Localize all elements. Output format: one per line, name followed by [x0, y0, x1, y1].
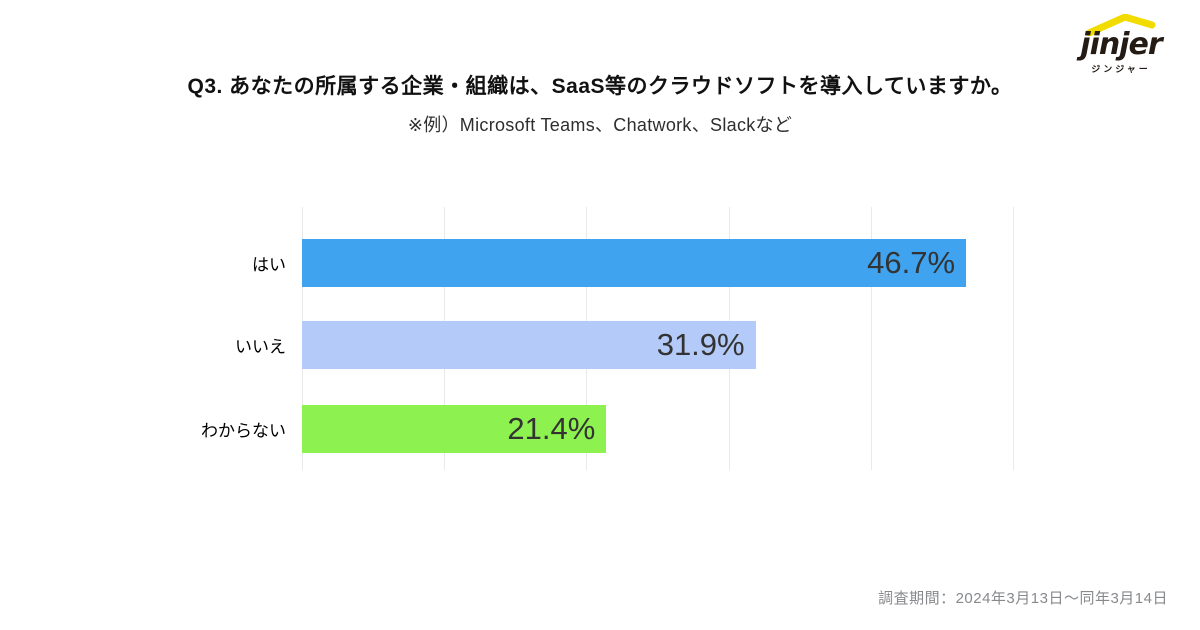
category-label: いいえ	[235, 337, 286, 357]
bar-3: 21.4%	[302, 405, 607, 453]
logo-swoosh-icon	[1085, 14, 1156, 36]
chart-row: わからない 21.4%	[201, 405, 1013, 453]
bar-rows: はい 46.7% いいえ 31.9% わからない 21.4%	[201, 207, 1013, 470]
value-label: 31.9%	[656, 327, 745, 362]
chart-title: Q3. あなたの所属する企業・組織は、SaaS等のクラウドソフトを導入しています…	[187, 75, 1013, 98]
value-label: 21.4%	[507, 411, 596, 446]
chart-row: はい 46.7%	[252, 239, 1013, 287]
logo-wordmark: jinjer	[1080, 27, 1162, 62]
bar-chart: はい 46.7% いいえ 31.9% わからない 21.4%	[201, 207, 1014, 470]
chart-row: いいえ 31.9%	[235, 321, 1013, 369]
gridline	[1013, 207, 1014, 470]
bar-1: 46.7%	[302, 239, 967, 287]
header: Q3. あなたの所属する企業・組織は、SaaS等のクラウドソフトを導入しています…	[0, 70, 1200, 137]
category-label: はい	[252, 255, 286, 275]
value-label: 46.7%	[867, 245, 956, 280]
bar-2: 31.9%	[302, 321, 756, 369]
survey-period: 調査期間：2024年3月13日～同年3月14日	[878, 590, 1168, 607]
category-label: わからない	[201, 421, 286, 441]
chart-subtitle: ※例）Microsoft Teams、Chatwork、Slackなど	[407, 115, 793, 135]
logo-katakana: ジンジャー	[1091, 64, 1151, 74]
jinjer-logo: jinjer ジンジャー	[1066, 14, 1176, 75]
gridline	[870, 207, 872, 470]
